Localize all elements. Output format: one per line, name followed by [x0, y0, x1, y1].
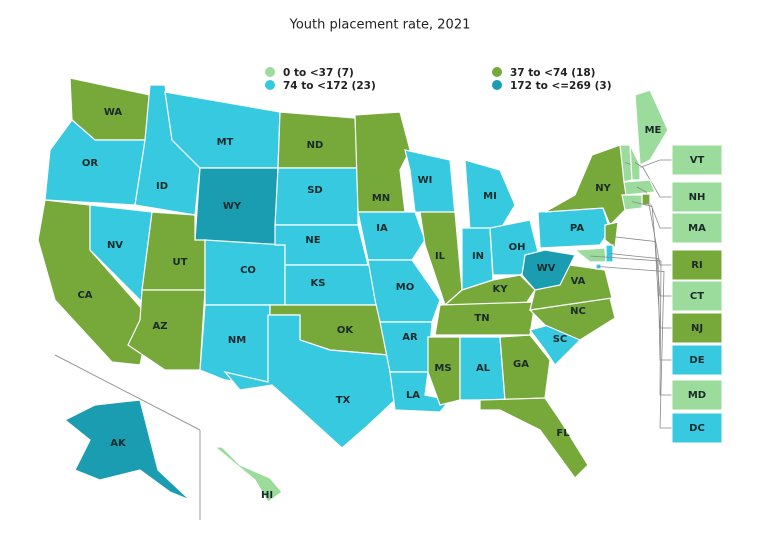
- state-label: KY: [493, 284, 509, 295]
- state-shape: [213, 446, 283, 503]
- state-label: MA: [688, 223, 706, 234]
- state-label: HI: [261, 490, 273, 501]
- state-label: AK: [110, 438, 127, 449]
- state-label: LA: [406, 390, 420, 401]
- state-shape: [621, 194, 643, 211]
- state-label: CA: [77, 290, 92, 301]
- state-label: WI: [418, 175, 433, 186]
- state-shape: [274, 167, 359, 226]
- state-label: DC: [689, 423, 705, 434]
- state-label: MD: [688, 390, 706, 401]
- state-label: MN: [372, 193, 390, 204]
- inset-divider: [54, 354, 201, 431]
- state-label: PA: [570, 223, 584, 234]
- state-shape: [274, 224, 369, 266]
- state-label: ME: [645, 125, 662, 136]
- callout-box: [671, 144, 723, 176]
- state-shape: [63, 399, 191, 501]
- state-label: WV: [537, 263, 556, 274]
- state-label: KS: [311, 278, 326, 289]
- state-label: VA: [571, 276, 586, 287]
- state-label: MS: [434, 363, 451, 374]
- callout-box: [671, 344, 723, 376]
- state-label: IN: [472, 251, 484, 262]
- state-label: NE: [305, 235, 320, 246]
- state-shape: [573, 247, 607, 263]
- state-label: UT: [173, 257, 188, 268]
- state-label: VT: [690, 155, 705, 166]
- legend-label: 74 to <172 (23): [283, 80, 376, 92]
- state-label: MO: [396, 282, 414, 293]
- legend-label: 172 to <=269 (3): [510, 80, 612, 92]
- state-label: TX: [336, 395, 351, 406]
- state-label: AR: [402, 332, 418, 343]
- callout-box: [671, 249, 723, 281]
- state-label: IA: [376, 223, 388, 234]
- legend-swatch: [265, 80, 275, 90]
- state-label: AL: [476, 363, 491, 374]
- callout-box: [671, 212, 723, 244]
- state-shape: [623, 179, 656, 196]
- state-shape: [464, 159, 516, 231]
- state-label: ID: [156, 181, 168, 192]
- legend-swatch: [265, 67, 275, 77]
- state-label: NC: [570, 306, 586, 317]
- state-shape: [499, 334, 551, 401]
- state-label: NH: [689, 192, 706, 203]
- state-shape: [427, 336, 461, 406]
- states-layer: WA OR CA NV ID MT WY UT AZ CO NM ND SD NE KS OK TX MN IA MO…: [37, 77, 723, 503]
- state-label: DE: [689, 355, 704, 366]
- callout-line: [611, 236, 672, 329]
- state-label: SC: [553, 334, 568, 345]
- callout-line: [609, 253, 672, 361]
- callout-box: [671, 379, 723, 411]
- state-label: WA: [104, 107, 123, 118]
- legend-swatch: [492, 80, 502, 90]
- callout-line: [636, 186, 672, 229]
- callout-box: [671, 280, 723, 312]
- state-label: NY: [595, 183, 611, 194]
- state-label: OH: [509, 242, 526, 253]
- state-label: MI: [483, 191, 497, 202]
- state-label: ND: [307, 140, 324, 151]
- state-label: RI: [691, 260, 702, 271]
- legend-swatch: [492, 67, 502, 77]
- state-label: NV: [107, 240, 123, 251]
- state-label: TN: [474, 313, 489, 324]
- legend: 0 to <37 (7) 37 to <74 (18) 74 to <172 (23…: [265, 67, 612, 92]
- map-title: Youth placement rate, 2021: [289, 18, 471, 33]
- state-label: AZ: [153, 321, 168, 332]
- callout-line: [645, 199, 672, 266]
- state-label: NM: [228, 335, 246, 346]
- callout-line: [589, 255, 672, 396]
- state-shape: [357, 211, 426, 261]
- state-shape: [284, 264, 379, 306]
- state-label: CT: [690, 291, 704, 302]
- legend-label: 0 to <37 (7): [283, 67, 354, 79]
- state-label: SD: [307, 185, 323, 196]
- state-shape: [141, 211, 206, 291]
- callout-line: [598, 266, 672, 429]
- state-label: NJ: [691, 323, 703, 334]
- state-shape: [544, 144, 631, 227]
- legend-label: 37 to <74 (18): [510, 67, 595, 79]
- callout-line: [631, 201, 672, 297]
- callout-box: [671, 181, 723, 213]
- state-label: WY: [223, 201, 242, 212]
- state-shape: [223, 314, 396, 449]
- state-label: MT: [217, 137, 234, 148]
- state-shape: [521, 249, 576, 291]
- state-label: GA: [513, 359, 529, 370]
- state-shape: [604, 221, 619, 250]
- callout-box: [671, 312, 723, 344]
- state-label: OK: [337, 325, 355, 336]
- state-label: OR: [82, 158, 99, 169]
- state-label: CO: [240, 265, 256, 276]
- state-shape: [479, 397, 589, 479]
- state-shape: [634, 89, 669, 166]
- state-label: IL: [435, 251, 446, 262]
- callout-box: [671, 412, 723, 444]
- state-label: FL: [556, 428, 570, 439]
